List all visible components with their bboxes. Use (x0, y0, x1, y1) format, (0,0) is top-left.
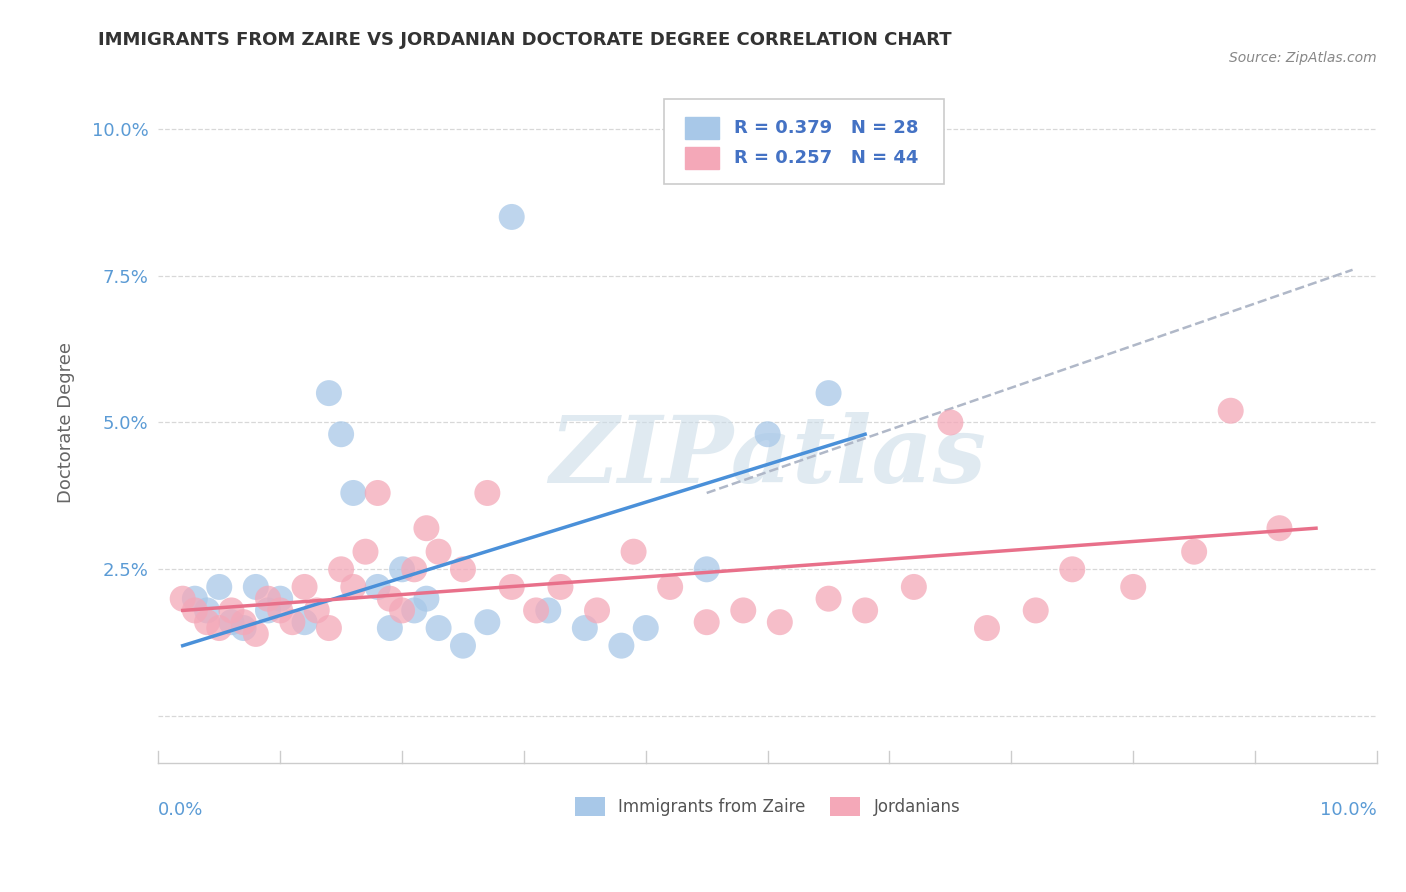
Text: 10.0%: 10.0% (1320, 801, 1376, 819)
Point (281, 615, 304, 630)
Point (634, 621, 657, 635)
Point (817, 386, 839, 401)
Point (195, 615, 218, 630)
Point (501, 580, 523, 594)
Point (184, 603, 207, 617)
Point (939, 416, 962, 430)
Point (976, 621, 998, 635)
Point (903, 580, 925, 594)
Point (232, 621, 254, 635)
Point (172, 591, 194, 606)
Bar (685, 147, 718, 169)
Point (853, 603, 876, 617)
Point (305, 603, 328, 617)
Point (342, 486, 364, 500)
Point (367, 580, 389, 594)
Point (623, 544, 645, 558)
Point (378, 591, 401, 606)
Point (208, 580, 231, 594)
Point (524, 603, 547, 617)
Point (1268, 521, 1291, 535)
Point (195, 603, 218, 617)
Point (1025, 603, 1047, 617)
Point (294, 580, 316, 594)
Point (574, 621, 596, 635)
Point (1062, 562, 1084, 576)
Point (1182, 544, 1205, 558)
Point (404, 603, 426, 617)
Point (378, 621, 401, 635)
Point (477, 615, 499, 630)
Point (696, 615, 718, 630)
Point (427, 544, 450, 558)
Point (610, 639, 633, 653)
Point (769, 615, 792, 630)
Point (367, 486, 389, 500)
Point (586, 603, 609, 617)
Text: IMMIGRANTS FROM ZAIRE VS JORDANIAN DOCTORATE DEGREE CORRELATION CHART: IMMIGRANTS FROM ZAIRE VS JORDANIAN DOCTO… (98, 31, 952, 49)
Point (1122, 580, 1144, 594)
Point (404, 562, 426, 576)
Point (330, 427, 353, 442)
Point (1219, 403, 1241, 417)
Text: Source: ZipAtlas.com: Source: ZipAtlas.com (1229, 51, 1376, 65)
Point (245, 580, 267, 594)
Point (537, 603, 560, 617)
Point (451, 562, 474, 576)
Point (342, 580, 364, 594)
Point (477, 486, 499, 500)
Point (550, 580, 572, 594)
Point (415, 521, 437, 535)
Point (269, 603, 291, 617)
Point (391, 603, 413, 617)
Point (221, 603, 243, 617)
Point (208, 621, 231, 635)
Point (330, 562, 353, 576)
Point (415, 591, 437, 606)
Text: ZIPatlas: ZIPatlas (550, 411, 986, 501)
Text: R = 0.379   N = 28: R = 0.379 N = 28 (734, 120, 918, 137)
Point (354, 544, 377, 558)
Point (257, 591, 280, 606)
Point (257, 603, 280, 617)
Point (184, 591, 207, 606)
Point (232, 615, 254, 630)
Point (221, 615, 243, 630)
Point (733, 603, 755, 617)
Point (294, 615, 316, 630)
Point (451, 639, 474, 653)
Text: R = 0.257   N = 44: R = 0.257 N = 44 (734, 149, 918, 167)
Point (696, 562, 718, 576)
Point (659, 580, 682, 594)
FancyBboxPatch shape (664, 99, 945, 184)
Point (501, 210, 523, 224)
Point (427, 621, 450, 635)
Point (756, 427, 779, 442)
Point (817, 591, 839, 606)
Point (318, 386, 340, 401)
Text: 0.0%: 0.0% (159, 801, 204, 819)
Point (318, 621, 340, 635)
Y-axis label: Doctorate Degree: Doctorate Degree (58, 342, 75, 503)
Point (269, 591, 291, 606)
Bar (685, 117, 718, 139)
Legend: Immigrants from Zaire, Jordanians: Immigrants from Zaire, Jordanians (568, 790, 967, 823)
Point (245, 627, 267, 641)
Point (391, 562, 413, 576)
